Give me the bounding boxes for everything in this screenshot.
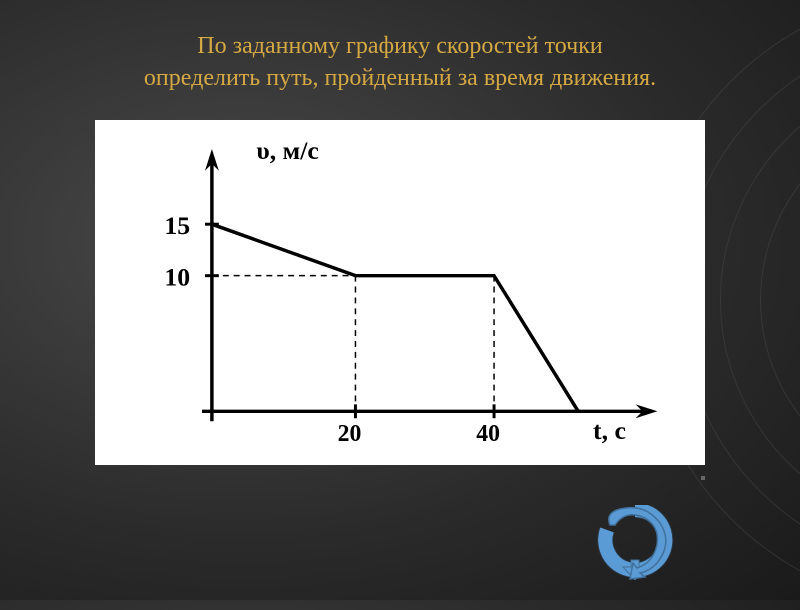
velocity-chart: υ, м/с t, с 15 10 20 40 [95,120,705,465]
chart-svg: υ, м/с t, с 15 10 20 40 [103,128,697,457]
y-axis-label: υ, м/с [256,136,318,165]
dot-marker [701,476,705,480]
x-axis-label: t, с [593,416,626,445]
x-tick-label-40: 40 [476,421,500,447]
problem-title: По заданному графику скоростей точки опр… [0,0,800,115]
title-line-2: определить путь, пройденный за время дви… [144,65,656,91]
y-tick-label-15: 15 [164,211,190,240]
y-tick-label-10: 10 [164,262,190,291]
x-tick-label-20: 20 [338,421,362,447]
velocity-line [212,224,578,411]
title-line-1: По заданному графику скоростей точки [197,33,602,59]
next-arrow-icon[interactable] [595,505,675,585]
